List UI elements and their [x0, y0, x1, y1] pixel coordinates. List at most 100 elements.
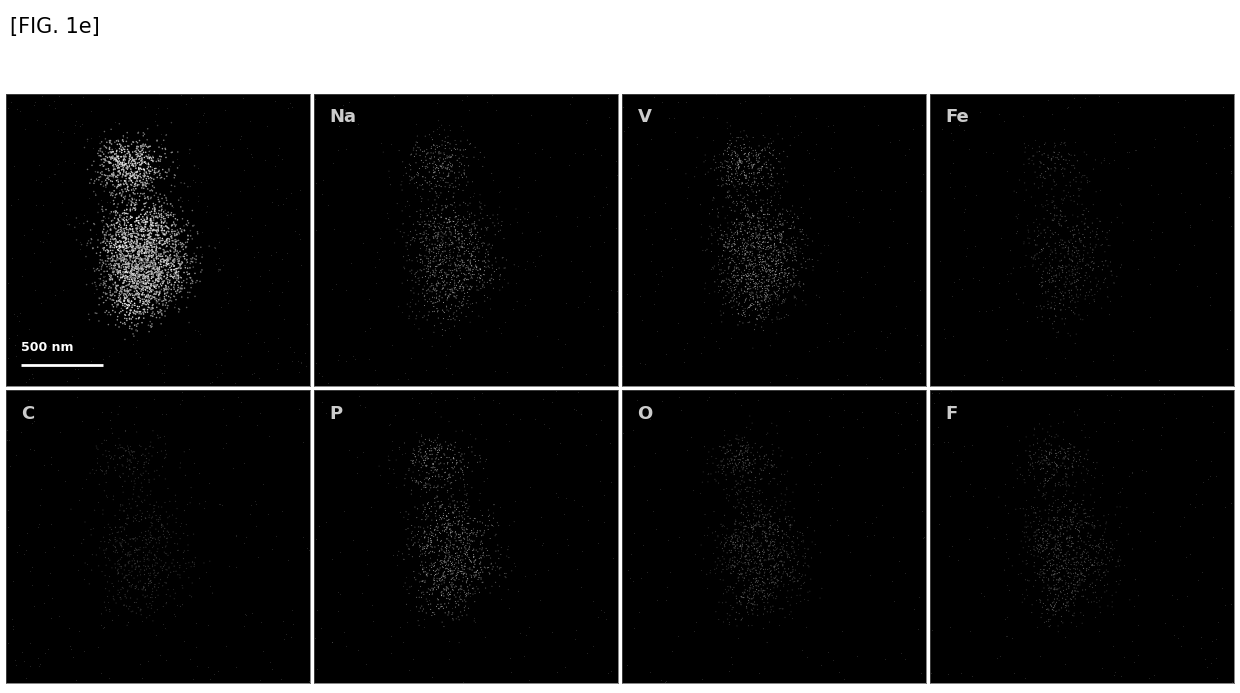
Point [434, 522, 454, 533]
Point [1030, 219, 1050, 230]
Point [134, 243, 154, 254]
Point [446, 211, 466, 222]
Point [1169, 258, 1189, 270]
Point [723, 536, 743, 547]
Point [761, 168, 781, 179]
Point [126, 147, 146, 158]
Point [120, 237, 140, 248]
Point [1033, 533, 1053, 544]
Point [401, 239, 420, 250]
Point [715, 145, 735, 156]
Point [402, 489, 422, 500]
Point [1038, 565, 1058, 576]
Point [719, 282, 739, 293]
Point [1050, 572, 1070, 584]
Point [114, 215, 134, 226]
Point [146, 235, 166, 246]
Point [422, 453, 441, 464]
Point [461, 556, 481, 567]
Point [753, 308, 773, 319]
Point [123, 160, 143, 171]
Point [167, 214, 187, 225]
Point [128, 556, 148, 567]
Point [719, 261, 739, 272]
Point [749, 541, 769, 552]
Point [128, 263, 148, 274]
Point [186, 277, 206, 288]
Point [335, 626, 355, 638]
Point [165, 277, 185, 288]
Point [148, 263, 167, 274]
Point [717, 274, 737, 285]
Point [440, 245, 460, 256]
Point [702, 238, 722, 249]
Point [1033, 523, 1053, 534]
Point [166, 528, 186, 539]
Point [1081, 542, 1101, 553]
Point [114, 285, 134, 296]
Point [469, 215, 489, 226]
Point [136, 214, 156, 225]
Point [259, 286, 279, 297]
Point [1079, 552, 1099, 563]
Point [568, 387, 588, 398]
Point [740, 211, 760, 222]
Point [170, 282, 190, 293]
Point [285, 225, 305, 236]
Point [808, 448, 828, 459]
Point [425, 464, 445, 475]
Point [722, 448, 742, 459]
Point [1052, 501, 1071, 512]
Point [790, 227, 810, 238]
Point [613, 361, 632, 372]
Point [458, 207, 477, 218]
Point [413, 606, 433, 617]
Point [197, 620, 217, 631]
Point [1064, 574, 1084, 586]
Point [134, 253, 154, 264]
Point [1019, 535, 1039, 546]
Point [92, 154, 112, 165]
Point [418, 443, 438, 454]
Point [131, 145, 151, 156]
Point [144, 211, 164, 222]
Point [167, 280, 187, 291]
Point [734, 573, 754, 584]
Point [133, 144, 153, 155]
Point [714, 430, 734, 441]
Point [130, 253, 150, 264]
Point [114, 505, 134, 516]
Point [91, 250, 110, 261]
Point [110, 157, 130, 168]
Point [738, 177, 758, 188]
Point [117, 232, 136, 243]
Point [114, 599, 134, 611]
Point [386, 410, 405, 421]
Point [131, 604, 151, 615]
Point [1037, 540, 1056, 551]
Point [749, 167, 769, 178]
Point [740, 240, 760, 251]
Point [415, 574, 435, 586]
Point [1054, 563, 1074, 574]
Point [722, 157, 742, 168]
Point [130, 505, 150, 516]
Point [130, 270, 150, 281]
Point [128, 248, 148, 259]
Point [118, 261, 138, 272]
Point [1059, 245, 1079, 256]
Point [1045, 549, 1065, 560]
Point [464, 523, 484, 534]
Point [430, 473, 450, 484]
Point [161, 117, 181, 128]
Point [439, 151, 459, 162]
Point [126, 272, 146, 283]
Point [409, 275, 429, 286]
Point [410, 254, 430, 265]
Point [124, 511, 144, 523]
Point [334, 99, 353, 110]
Point [95, 182, 115, 193]
Point [429, 573, 449, 584]
Point [118, 181, 138, 192]
Point [459, 585, 479, 596]
